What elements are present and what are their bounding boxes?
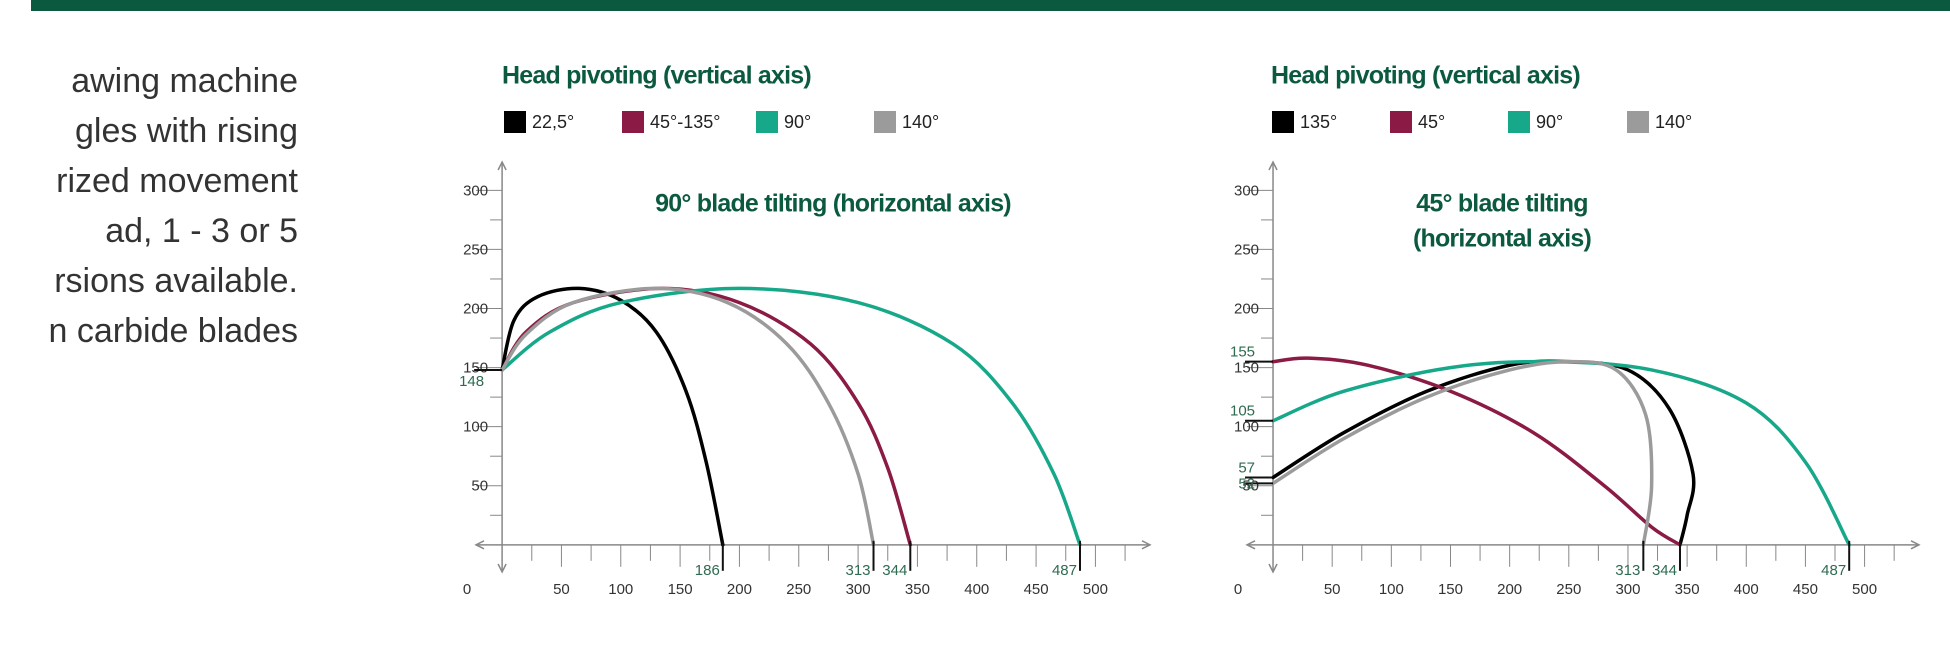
legend-label: 90° [1536,112,1563,132]
x-mark-label: 487 [1052,562,1077,579]
x-mark-label: 313 [845,562,870,579]
axis-arrows [474,160,1152,574]
x-tick-label: 300 [846,581,871,598]
x-mark-label: 344 [882,562,907,579]
legend-label: 140° [902,112,939,132]
paragraph-line: awing machine [71,62,298,100]
x-tick-label: 200 [1497,581,1522,598]
y-mark-label: 155 [1230,344,1255,361]
x-mark-label: 344 [1652,562,1677,579]
origin-label: 0 [463,581,471,598]
x-tick-label: 350 [1675,581,1700,598]
chart-title: Head pivoting (vertical axis) [1271,62,1580,90]
origin-label: 0 [1234,581,1242,598]
paragraph-line: gles with rising [75,112,298,150]
chart-title: Head pivoting (vertical axis) [502,62,811,90]
x-mark-label: 487 [1821,562,1846,579]
x-tick-label: 150 [1438,581,1463,598]
chart-subtitle: (horizontal axis) [1413,225,1592,253]
x-tick-label: 500 [1083,581,1108,598]
x-tick-label: 50 [553,581,570,598]
x-tick-label: 150 [668,581,693,598]
x-tick-label: 100 [1379,581,1404,598]
y-tick-label: 300 [463,182,488,199]
legend-label: 140° [1655,112,1692,132]
legend-label: 90° [784,112,811,132]
x-tick-label: 400 [964,581,989,598]
legend-swatch [1272,111,1294,133]
x-tick-label: 300 [1615,581,1640,598]
legend-swatch [756,111,778,133]
curve [1271,359,1696,547]
x-tick-label: 450 [1793,581,1818,598]
legend-swatch [622,111,644,133]
curve [500,286,913,547]
y-mark-label: 105 [1230,403,1255,420]
y-tick-label: 300 [1234,182,1259,199]
legend-label: 135° [1300,112,1337,132]
legend-swatch [1390,111,1412,133]
chart-subtitle: 45° blade tilting [1416,190,1587,218]
curve [1271,356,1682,547]
y-mark-label: 148 [459,373,484,390]
y-tick-label: 50 [1242,478,1259,495]
legend-swatch [1508,111,1530,133]
y-tick-label: 100 [463,419,488,436]
y-tick-label: 100 [1234,419,1259,436]
paragraph-line: rsions available. [54,262,298,300]
x-tick-label: 100 [608,581,633,598]
x-tick-label: 200 [727,581,752,598]
legend-swatch [874,111,896,133]
y-tick-label: 200 [463,300,488,317]
x-tick-label: 500 [1852,581,1877,598]
legend-label: 45° [1418,112,1445,132]
curve [1271,359,1654,547]
x-mark-label: 313 [1615,562,1640,579]
y-mark-label: 57 [1238,459,1255,476]
x-tick-label: 250 [786,581,811,598]
y-tick-label: 250 [463,241,488,258]
y-tick-label: 250 [1234,241,1259,258]
legend-label: 22,5° [532,112,574,132]
x-tick-label: 50 [1324,581,1341,598]
x-mark-label: 186 [695,562,720,579]
x-tick-label: 250 [1556,581,1581,598]
y-mark-label: 52 [1238,475,1255,492]
y-tick-label: 200 [1234,300,1259,317]
legend-label: 45°-135° [650,112,720,132]
x-tick-label: 450 [1024,581,1049,598]
legend-swatch [504,111,526,133]
x-tick-label: 400 [1734,581,1759,598]
paragraph-line: rized movement [56,162,298,200]
paragraph-line: ad, 1 - 3 or 5 [105,212,298,250]
y-tick-label: 150 [463,360,488,377]
paragraph-line: n carbide blades [48,312,298,350]
curve [500,286,1082,547]
curve [500,286,876,547]
y-tick-label: 50 [471,478,488,495]
chart-subtitle: 90° blade tilting (horizontal axis) [655,190,1011,218]
legend-swatch [1627,111,1649,133]
x-tick-label: 350 [905,581,930,598]
axis-arrows [1245,160,1921,574]
y-tick-label: 150 [1234,360,1259,377]
top-bar [31,0,1950,11]
